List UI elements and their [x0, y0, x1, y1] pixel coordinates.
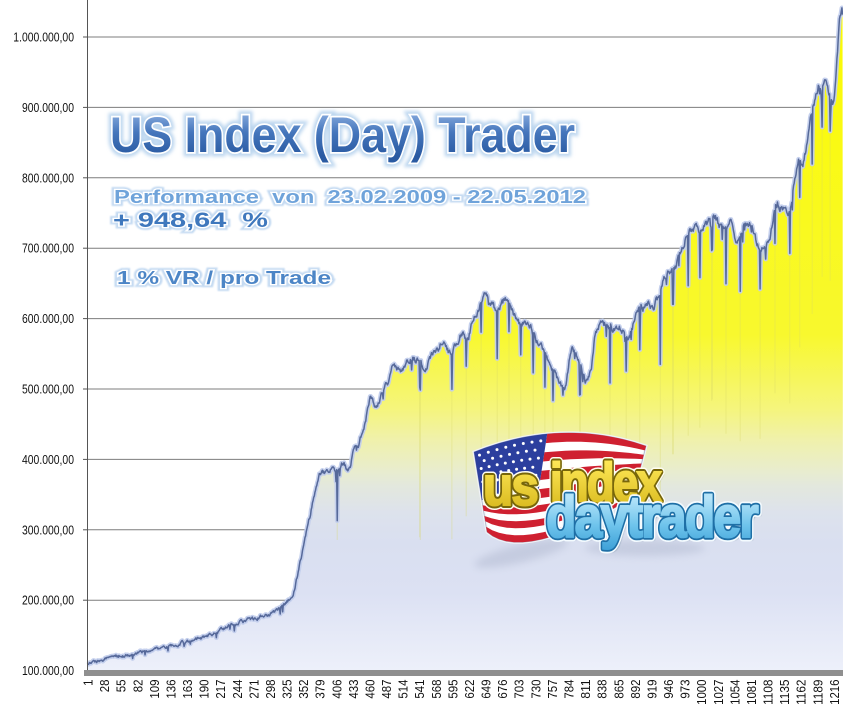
svg-text:index: index: [550, 451, 662, 513]
svg-text:1108: 1108: [761, 680, 776, 705]
svg-text:163: 163: [180, 680, 195, 699]
svg-text:190: 190: [197, 680, 212, 699]
svg-text:352: 352: [296, 680, 311, 699]
svg-text:1 % VR / pro Trade: 1 % VR / pro Trade: [117, 268, 331, 288]
svg-text:index: index: [553, 453, 665, 515]
svg-text:800.000,00: 800.000,00: [22, 170, 74, 185]
svg-text:1162: 1162: [794, 680, 809, 705]
svg-text:400.000,00: 400.000,00: [22, 452, 74, 467]
svg-text:379: 379: [313, 680, 328, 699]
svg-text:1 % VR / pro Trade: 1 % VR / pro Trade: [117, 268, 331, 288]
svg-text:daytrader: daytrader: [546, 485, 758, 550]
svg-text:838: 838: [595, 680, 610, 699]
svg-text:82: 82: [130, 680, 145, 693]
svg-text:1135: 1135: [777, 680, 792, 705]
svg-text:55: 55: [114, 680, 129, 693]
svg-text:Performance von 23.02.2009 -: Performance von 23.02.2009 - 22.05.2012: [114, 187, 586, 207]
svg-text:200.000,00: 200.000,00: [22, 593, 74, 608]
svg-text:784: 784: [562, 680, 577, 699]
svg-text:us: us: [483, 455, 537, 517]
svg-text:100.000,00: 100.000,00: [22, 663, 74, 678]
svg-text:919: 919: [644, 680, 659, 699]
svg-text:900.000,00: 900.000,00: [22, 100, 74, 115]
svg-text:1081: 1081: [744, 680, 759, 705]
svg-text:433: 433: [346, 680, 361, 699]
svg-text:us: us: [483, 455, 537, 517]
svg-text:325: 325: [280, 680, 295, 699]
svg-text:us: us: [486, 457, 540, 519]
svg-text:28: 28: [97, 680, 112, 693]
svg-text:daytrader: daytrader: [546, 485, 758, 550]
svg-text:298: 298: [263, 680, 278, 699]
svg-text:568: 568: [429, 680, 444, 699]
svg-text:1216: 1216: [827, 680, 842, 705]
svg-text:406: 406: [329, 680, 344, 699]
svg-text:622: 622: [462, 680, 477, 699]
svg-text:600.000,00: 600.000,00: [22, 311, 74, 326]
svg-text:+ 948,64 %: + 948,64 %: [113, 209, 268, 232]
svg-text:+ 948,64 %: + 948,64 %: [113, 209, 268, 232]
svg-text:500.000,00: 500.000,00: [22, 382, 74, 397]
svg-text:136: 136: [163, 680, 178, 699]
svg-text:1000: 1000: [694, 680, 709, 705]
svg-text:US Index (Day) Trader: US Index (Day) Trader: [110, 107, 575, 163]
svg-text:973: 973: [678, 680, 693, 699]
svg-text:217: 217: [213, 680, 228, 699]
svg-text:300.000,00: 300.000,00: [22, 522, 74, 537]
svg-text:index: index: [550, 451, 662, 513]
svg-text:460: 460: [363, 680, 378, 699]
svg-text:Performance von 23.02.2009 -: Performance von 23.02.2009 - 22.05.2012: [114, 187, 586, 207]
svg-text:1 % VR / pro Trade: 1 % VR / pro Trade: [117, 268, 331, 288]
svg-text:244: 244: [230, 680, 245, 699]
svg-text:730: 730: [528, 680, 543, 699]
svg-text:1054: 1054: [727, 680, 742, 705]
svg-text:700.000,00: 700.000,00: [22, 241, 74, 256]
svg-text:595: 595: [445, 680, 460, 699]
svg-text:daytrader: daytrader: [549, 488, 761, 553]
svg-text:daytrader: daytrader: [546, 485, 758, 550]
svg-text:US Index (Day) Trader: US Index (Day) Trader: [110, 107, 575, 163]
svg-text:US Index (Day) Trader: US Index (Day) Trader: [110, 107, 575, 163]
svg-text:271: 271: [246, 680, 261, 699]
svg-text:757: 757: [545, 680, 560, 699]
svg-text:703: 703: [512, 680, 527, 699]
svg-text:649: 649: [479, 680, 494, 699]
svg-text:1: 1: [81, 680, 96, 686]
svg-text:index: index: [550, 451, 662, 513]
svg-text:946: 946: [661, 680, 676, 699]
svg-text:865: 865: [611, 680, 626, 699]
svg-text:1189: 1189: [810, 680, 825, 705]
svg-text:541: 541: [412, 680, 427, 699]
svg-text:676: 676: [495, 680, 510, 699]
svg-text:892: 892: [628, 680, 643, 699]
svg-text:1027: 1027: [711, 680, 726, 705]
svg-text:1.000.000,00: 1.000.000,00: [13, 30, 74, 45]
svg-text:Performance von 23.02.2009 -: Performance von 23.02.2009 - 22.05.2012: [114, 187, 586, 207]
svg-text:487: 487: [379, 680, 394, 699]
svg-text:514: 514: [396, 680, 411, 699]
svg-text:811: 811: [578, 680, 593, 699]
svg-text:+ 948,64 %: + 948,64 %: [113, 209, 268, 232]
svg-text:us: us: [483, 455, 537, 517]
svg-text:109: 109: [147, 680, 162, 699]
